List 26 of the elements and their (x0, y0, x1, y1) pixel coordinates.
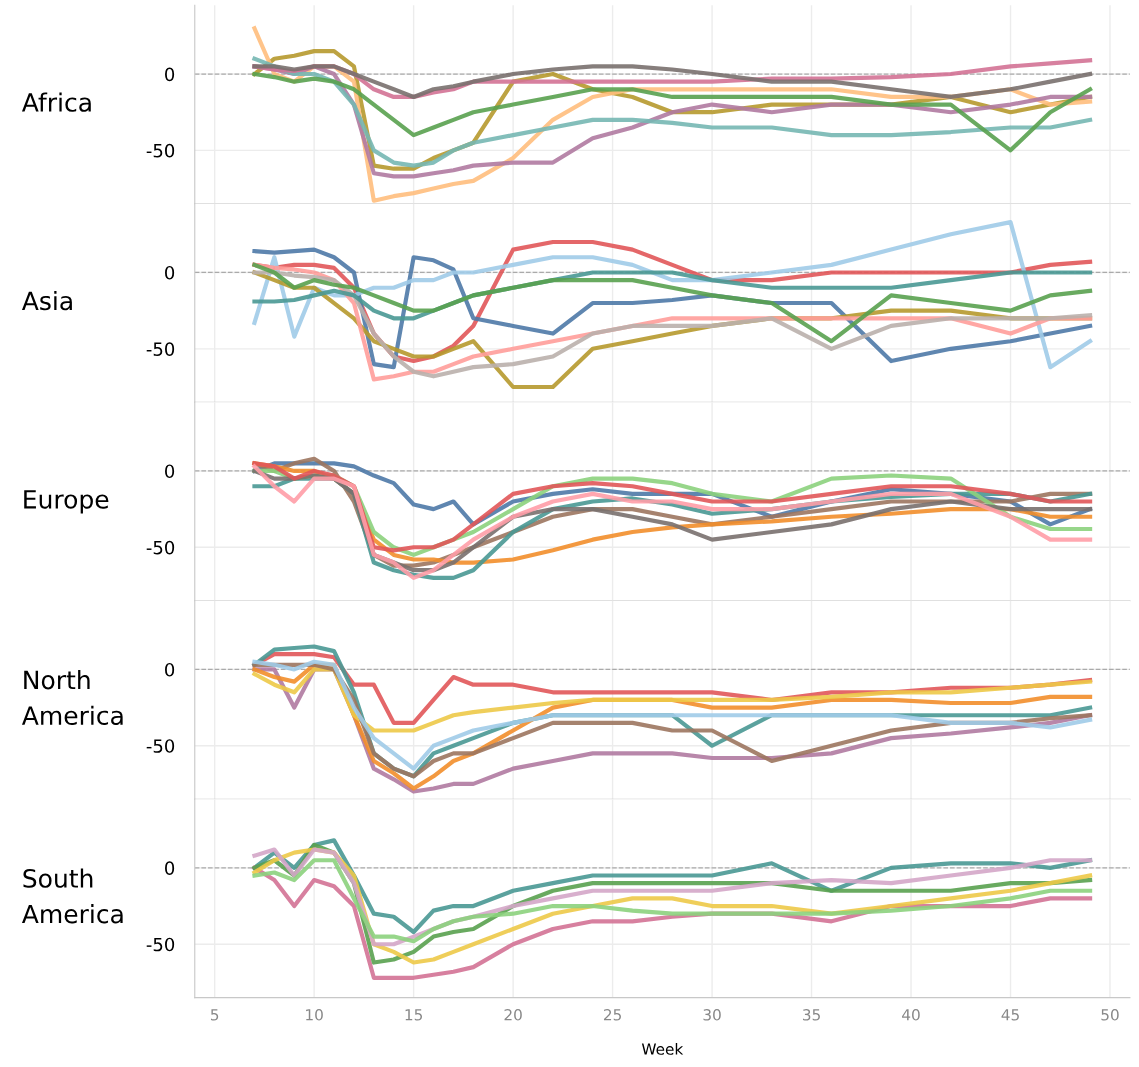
y-tick-label: 0 (165, 265, 175, 280)
x-tick-label: 30 (703, 1009, 721, 1021)
y-axis-title: Asia (21, 290, 72, 311)
x-tick-label: 35 (802, 1009, 820, 1021)
x-tick-label: 40 (902, 1009, 920, 1021)
y-axis-title: South America (21, 868, 123, 924)
x-tick-label: 25 (603, 1009, 621, 1021)
y-tick-label: -50 (146, 937, 175, 952)
x-tick-label: 15 (405, 1009, 423, 1021)
x-axis-title: Week (641, 1042, 684, 1055)
x-tick-label: 45 (1001, 1009, 1019, 1021)
y-tick-label: 0 (165, 662, 175, 677)
x-tick-label: 10 (306, 1009, 323, 1021)
x-tick-label: 50 (1101, 1009, 1119, 1021)
y-tick-label: -50 (146, 739, 175, 753)
x-tick-label: 5 (210, 1009, 219, 1021)
y-tick-label: 0 (165, 67, 175, 82)
y-tick-label: 0 (165, 464, 175, 479)
y-tick-label: -50 (146, 540, 175, 555)
y-tick-label: 0 (165, 861, 175, 875)
y-tick-label: -50 (146, 143, 175, 158)
y-tick-label: -50 (146, 342, 175, 356)
x-tick-label: 20 (504, 1009, 522, 1021)
y-axis-title: Europe (24, 490, 109, 514)
y-axis-title: North America (21, 670, 123, 725)
y-axis-title: Africa (21, 92, 91, 112)
